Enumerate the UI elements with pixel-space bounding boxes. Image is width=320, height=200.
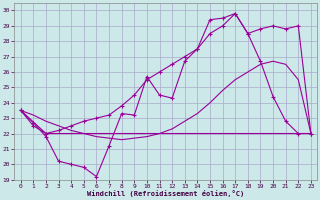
X-axis label: Windchill (Refroidissement éolien,°C): Windchill (Refroidissement éolien,°C) [87,190,244,197]
